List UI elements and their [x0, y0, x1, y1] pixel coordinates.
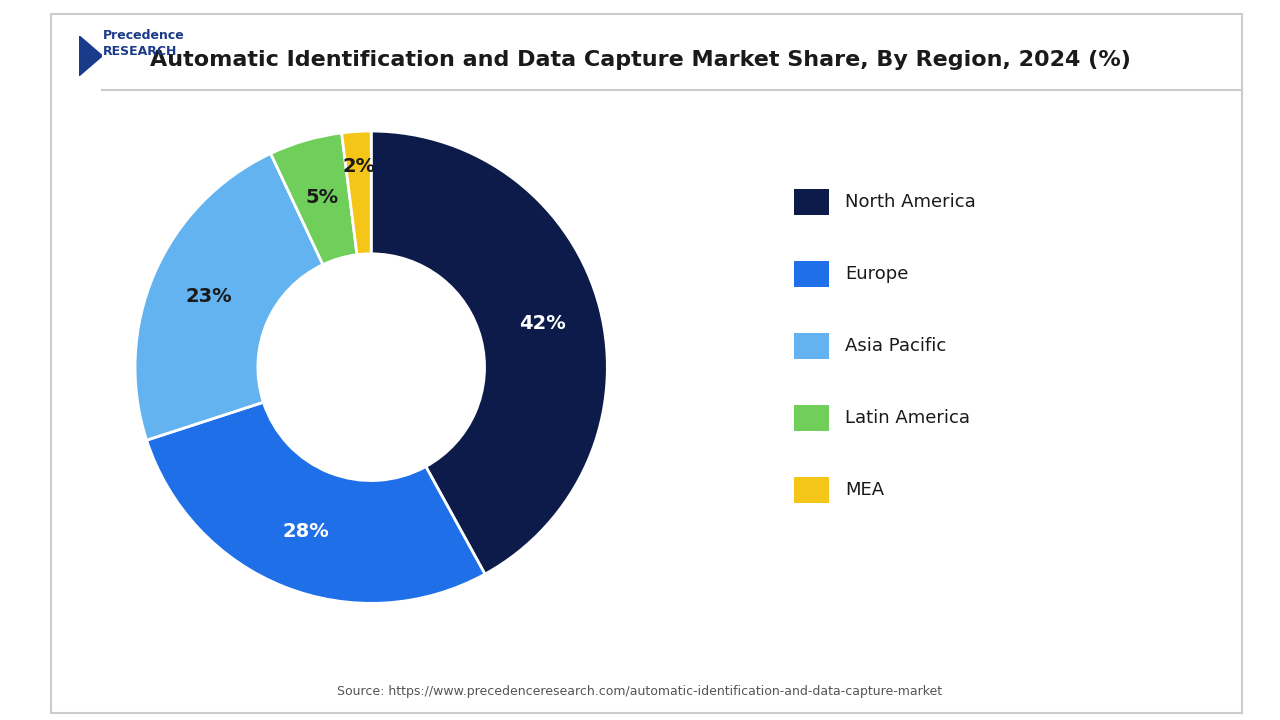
Text: North America: North America	[845, 192, 975, 210]
Wedge shape	[136, 153, 323, 440]
Text: MEA: MEA	[845, 481, 884, 498]
Text: Europe: Europe	[845, 265, 909, 282]
Text: 28%: 28%	[283, 523, 329, 541]
Text: Source: https://www.precedenceresearch.com/automatic-identification-and-data-cap: Source: https://www.precedenceresearch.c…	[338, 685, 942, 698]
Text: 5%: 5%	[305, 188, 338, 207]
Polygon shape	[79, 36, 102, 76]
Text: 42%: 42%	[520, 314, 566, 333]
Text: 2%: 2%	[342, 158, 375, 176]
Text: Precedence
RESEARCH: Precedence RESEARCH	[102, 29, 184, 58]
Text: Asia Pacific: Asia Pacific	[845, 336, 946, 354]
Wedge shape	[371, 131, 607, 574]
Text: Automatic Identification and Data Capture Market Share, By Region, 2024 (%): Automatic Identification and Data Captur…	[150, 50, 1130, 71]
Text: 23%: 23%	[186, 287, 232, 306]
Wedge shape	[270, 133, 357, 265]
Wedge shape	[342, 131, 371, 255]
Text: Latin America: Latin America	[845, 409, 970, 426]
Wedge shape	[147, 402, 485, 603]
